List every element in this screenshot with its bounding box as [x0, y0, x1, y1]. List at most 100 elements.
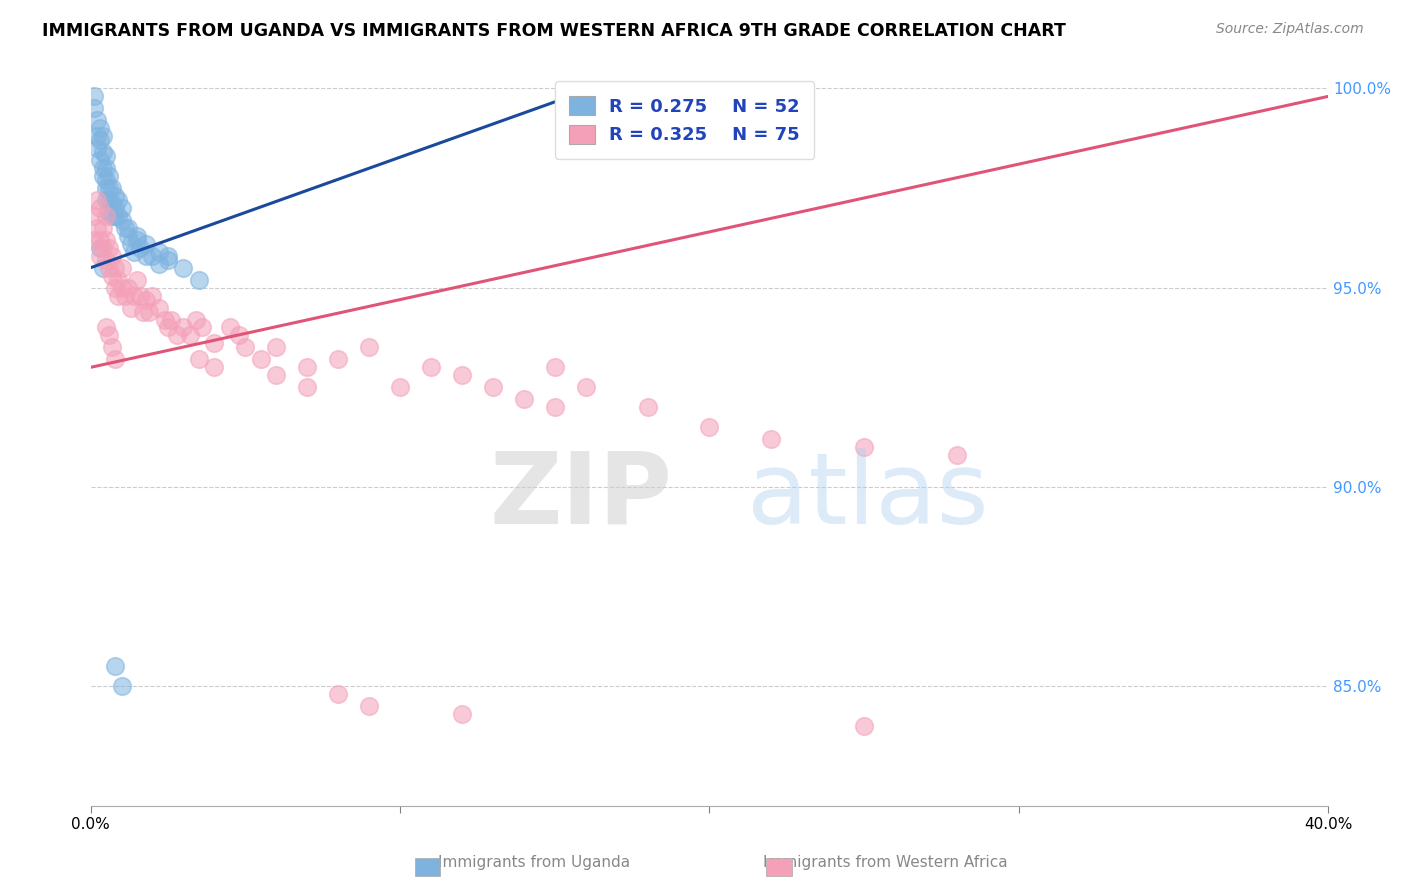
Point [98, 241, 121, 255]
Point [125, 273, 148, 287]
Point [637, 400, 659, 414]
Point [89, 233, 111, 247]
Point [148, 244, 170, 259]
Point [148, 257, 170, 271]
Point [110, 201, 132, 215]
Point [94, 161, 117, 175]
Point [91, 129, 114, 144]
Point [86, 220, 108, 235]
Point [101, 340, 124, 354]
Point [184, 312, 207, 326]
Point [94, 193, 117, 207]
Point [117, 220, 139, 235]
Text: Immigrants from Uganda: Immigrants from Uganda [439, 855, 630, 870]
Point [172, 320, 194, 334]
Point [94, 320, 117, 334]
Point [98, 205, 121, 219]
Point [117, 228, 139, 243]
Point [101, 268, 124, 283]
Point [91, 169, 114, 183]
Point [218, 320, 240, 334]
Point [89, 201, 111, 215]
Point [89, 121, 111, 136]
Point [249, 352, 271, 367]
Text: ZIP: ZIP [489, 448, 672, 544]
Point [295, 380, 318, 394]
Point [83, 209, 105, 223]
Point [451, 368, 474, 383]
Point [187, 273, 209, 287]
Point [135, 236, 157, 251]
Point [114, 220, 136, 235]
Point [104, 209, 127, 223]
Point [156, 320, 179, 334]
Point [104, 659, 127, 673]
Text: IMMIGRANTS FROM UGANDA VS IMMIGRANTS FROM WESTERN AFRICA 9TH GRADE CORRELATION C: IMMIGRANTS FROM UGANDA VS IMMIGRANTS FRO… [42, 22, 1066, 40]
Point [179, 328, 201, 343]
Point [419, 360, 441, 375]
Point [233, 340, 256, 354]
Point [946, 448, 969, 462]
Point [94, 181, 117, 195]
Point [107, 273, 129, 287]
Legend: R = 0.275    N = 52, R = 0.325    N = 75: R = 0.275 N = 52, R = 0.325 N = 75 [555, 81, 814, 159]
Point [125, 228, 148, 243]
Point [135, 249, 157, 263]
Text: atlas: atlas [747, 448, 988, 544]
Point [91, 161, 114, 175]
Point [98, 193, 121, 207]
Point [104, 201, 127, 215]
Point [129, 288, 152, 302]
Point [94, 173, 117, 187]
Point [191, 320, 214, 334]
Point [91, 145, 114, 160]
Point [86, 129, 108, 144]
Point [101, 209, 124, 223]
Point [91, 260, 114, 275]
Point [104, 280, 127, 294]
Point [575, 380, 598, 394]
Point [853, 440, 876, 454]
Point [83, 233, 105, 247]
Point [326, 352, 349, 367]
Point [544, 400, 567, 414]
Point [156, 249, 179, 263]
Point [101, 197, 124, 211]
Point [83, 101, 105, 115]
Point [89, 241, 111, 255]
Point [388, 380, 411, 394]
Point [761, 432, 783, 446]
Point [187, 352, 209, 367]
Text: Source: ZipAtlas.com: Source: ZipAtlas.com [1216, 22, 1364, 37]
Point [89, 153, 111, 168]
Point [104, 352, 127, 367]
Point [120, 301, 142, 315]
Point [101, 249, 124, 263]
Point [110, 679, 132, 693]
Point [122, 244, 145, 259]
Point [98, 328, 121, 343]
Point [94, 149, 117, 163]
Point [107, 209, 129, 223]
Point [172, 260, 194, 275]
Point [98, 169, 121, 183]
Point [699, 420, 721, 434]
Point [166, 328, 188, 343]
Point [357, 340, 380, 354]
Point [148, 301, 170, 315]
Point [104, 189, 127, 203]
Point [153, 312, 176, 326]
Point [156, 252, 179, 267]
Point [326, 687, 349, 701]
Point [135, 293, 157, 307]
Point [89, 133, 111, 147]
Point [91, 220, 114, 235]
Point [264, 368, 287, 383]
Point [86, 113, 108, 128]
Point [513, 392, 536, 407]
Point [202, 336, 225, 351]
Point [482, 380, 505, 394]
Point [110, 260, 132, 275]
Point [295, 360, 318, 375]
Point [202, 360, 225, 375]
